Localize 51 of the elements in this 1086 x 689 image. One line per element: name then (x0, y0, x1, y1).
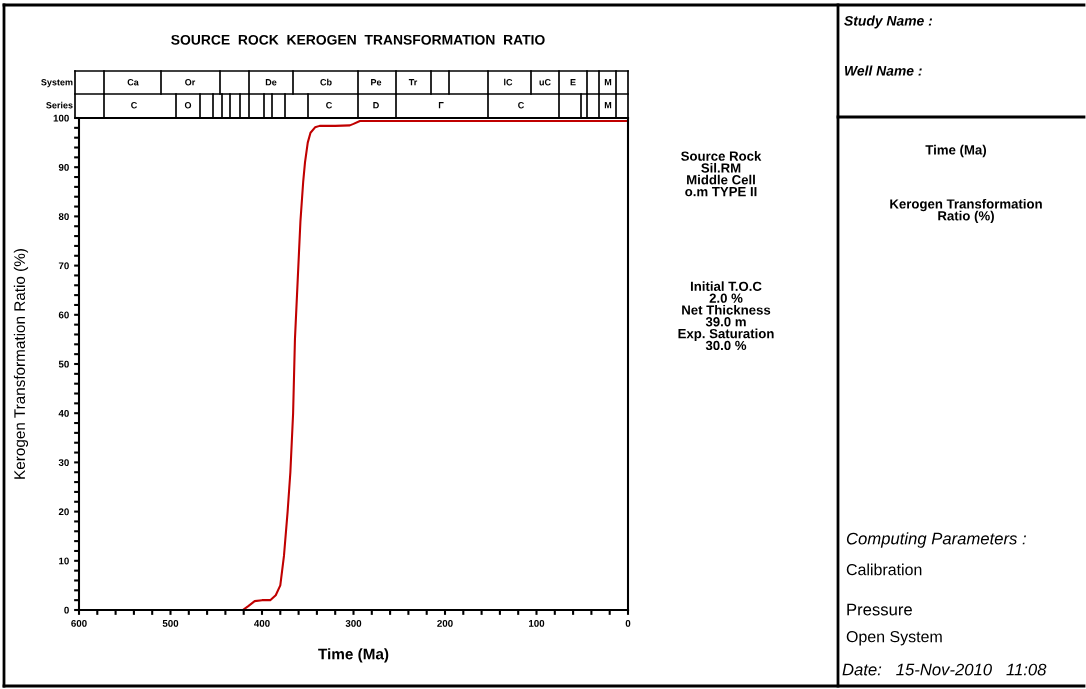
source-note: Source Rock Sil.RM Middle Cell o.m TYPE II (681, 151, 762, 197)
text: System (41, 79, 73, 88)
text: De (265, 79, 277, 86)
text: D (373, 102, 379, 109)
text: Ca (127, 79, 139, 86)
x-axis-title: Time (Ma) (318, 648, 389, 663)
y-tick-label: 90 (58, 163, 69, 171)
x-tick-label: 300 (345, 619, 362, 627)
text: C (518, 102, 525, 109)
x-tick-label: 200 (437, 619, 453, 627)
y-tick-label: 20 (58, 508, 69, 516)
text: O (184, 102, 192, 109)
text: Pe (371, 79, 382, 86)
y-tick-label: 0 (64, 606, 69, 614)
y-tick-label: 100 (53, 114, 69, 122)
text: Tr (408, 79, 418, 86)
y-tick-label: 30 (58, 459, 69, 467)
text: Open System (846, 630, 942, 646)
text: Calibration (846, 563, 922, 576)
text: M (604, 79, 612, 86)
y-tick-label: 60 (58, 311, 69, 319)
x-tick-label: 600 (71, 619, 87, 627)
y-axis-title: Kerogen Transformation Ratio (%) (13, 249, 29, 479)
chart-title: SOURCE ROCK KEROGEN TRANSFORMATION RATIO (171, 34, 545, 45)
text: Computing Parameters : (846, 532, 1026, 548)
y-tick-label: 10 (59, 557, 69, 565)
y-tick-label: 70 (58, 262, 69, 270)
text: Well Name : (845, 65, 922, 76)
text: Kerogen Transformation Ratio (%) (890, 198, 1042, 224)
text: C (131, 102, 138, 109)
text: Series (46, 101, 73, 109)
x-tick-label: 400 (254, 619, 270, 627)
text: E (570, 79, 576, 86)
text: uC (539, 79, 551, 86)
text: Date: 15-Nov-2010 11:08 (842, 663, 1047, 676)
x-tick-label: 500 (162, 619, 179, 627)
x-tick-label: 0 (625, 619, 631, 627)
y-tick-label: 80 (58, 213, 69, 221)
text: Initial T.O.C 2.0 % Net Thickness 39.0 m Exp. Saturation 30.0 % (678, 281, 774, 351)
text: Pressure (847, 603, 912, 616)
y-tick-label: 40 (58, 409, 69, 417)
text: Γ (438, 102, 444, 109)
text: lC (504, 78, 513, 86)
text: Or (185, 79, 196, 86)
x-tick-label: 100 (529, 619, 545, 627)
text: M (604, 102, 612, 109)
text: Cb (320, 78, 332, 86)
y-tick-label: 50 (58, 360, 69, 368)
text: Study Name : (844, 15, 933, 29)
text: C (326, 102, 333, 109)
text: Time (Ma) (925, 144, 987, 158)
